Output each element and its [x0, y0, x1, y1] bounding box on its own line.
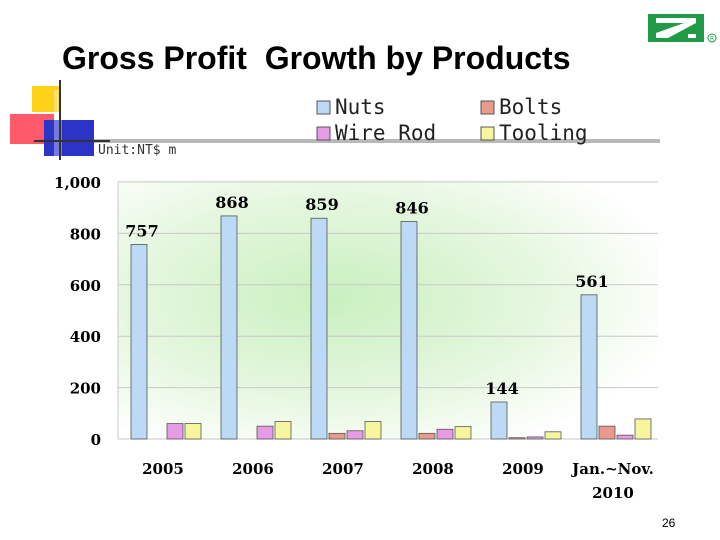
legend-label-wire-rod: Wire Rod [335, 121, 436, 145]
y-tick-label: 200 [70, 380, 101, 398]
bar-tooling [274, 421, 292, 440]
bar-nuts [400, 221, 418, 440]
bar-nuts [310, 217, 328, 440]
bar-tooling [454, 426, 472, 440]
data-label: 868 [215, 193, 248, 212]
bar-nuts [220, 215, 238, 440]
x-tick-label: 2005 [142, 460, 184, 478]
bar-wire-rod [436, 428, 454, 440]
bar-nuts [130, 244, 148, 440]
bar-series [130, 215, 652, 440]
legend: Nuts Bolts Wire Rod Tooling [316, 95, 588, 145]
bar-bolts [418, 432, 436, 440]
x-tick-label: 2010 [592, 484, 634, 502]
legend-label-tooling: Tooling [499, 121, 588, 145]
bar-wire-rod [166, 423, 184, 440]
bar-wire-rod [616, 434, 634, 440]
x-tick-label: 2007 [322, 460, 364, 478]
bar-wire-rod [526, 436, 544, 440]
bar-bolts [508, 437, 526, 440]
y-tick-label: 1,000 [54, 174, 101, 192]
bar-tooling [544, 431, 562, 440]
y-tick-label: 600 [70, 277, 101, 295]
y-tick-label: 400 [70, 328, 101, 346]
bar-nuts [490, 401, 508, 440]
legend-swatch-wire-rod [316, 126, 331, 141]
legend-swatch-tooling [480, 126, 495, 141]
page-number: 26 [662, 516, 676, 530]
bar-tooling [184, 423, 202, 440]
data-label: 859 [305, 195, 338, 214]
data-label: 144 [485, 379, 518, 398]
data-label: 561 [575, 272, 608, 291]
bar-tooling [634, 418, 652, 440]
bar-bolts [598, 425, 616, 440]
bar-tooling [364, 421, 382, 440]
y-tick-label: 0 [91, 431, 101, 449]
bar-bolts [328, 432, 346, 440]
legend-label-bolts: Bolts [499, 95, 562, 119]
y-tick-label: 800 [70, 225, 101, 243]
data-labels: 757 868 859 846 144 561 [125, 193, 608, 398]
corner-decoration [10, 80, 110, 160]
data-label: 846 [395, 199, 428, 218]
gridlines [117, 181, 658, 440]
company-logo-icon: R [648, 14, 717, 43]
x-tick-label: 2008 [412, 460, 454, 478]
y-axis-ticks: 0 200 400 600 800 1,000 [54, 174, 101, 449]
legend-label-nuts: Nuts [335, 95, 386, 119]
x-tick-label: 2009 [502, 460, 544, 478]
bar-nuts [580, 294, 598, 440]
bar-wire-rod [256, 425, 274, 440]
x-tick-label: 2006 [232, 460, 274, 478]
plot-background [118, 180, 658, 440]
page-title: Gross Profit Growth by Products [62, 40, 571, 76]
legend-swatch-nuts [316, 100, 331, 115]
bar-wire-rod [346, 430, 364, 440]
data-label: 757 [125, 221, 158, 240]
unit-label: Unit:NT$ m [98, 143, 176, 158]
svg-text:R: R [710, 36, 714, 43]
x-tick-label: Jan.~Nov. [570, 460, 654, 478]
legend-swatch-bolts [480, 100, 495, 115]
x-axis-ticks: 2005 2006 2007 2008 2009 Jan.~Nov. 2010 [142, 460, 654, 502]
